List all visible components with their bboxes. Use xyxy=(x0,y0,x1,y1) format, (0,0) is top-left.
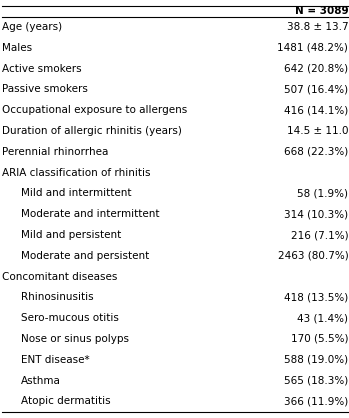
Text: 507 (16.4%): 507 (16.4%) xyxy=(284,84,348,94)
Text: Passive smokers: Passive smokers xyxy=(2,84,88,94)
Text: Males: Males xyxy=(2,43,32,53)
Text: 642 (20.8%): 642 (20.8%) xyxy=(284,64,348,74)
Text: 1481 (48.2%): 1481 (48.2%) xyxy=(277,43,348,53)
Text: Rhinosinusitis: Rhinosinusitis xyxy=(21,292,94,302)
Text: Sero-mucous otitis: Sero-mucous otitis xyxy=(21,313,119,323)
Text: 14.5 ± 11.0: 14.5 ± 11.0 xyxy=(287,126,348,136)
Text: 38.8 ± 13.7: 38.8 ± 13.7 xyxy=(287,22,348,32)
Text: 58 (1.9%): 58 (1.9%) xyxy=(297,189,348,199)
Text: Moderate and intermittent: Moderate and intermittent xyxy=(21,209,159,219)
Text: 416 (14.1%): 416 (14.1%) xyxy=(284,105,348,115)
Text: 588 (19.0%): 588 (19.0%) xyxy=(284,355,348,365)
Text: Occupational exposure to allergens: Occupational exposure to allergens xyxy=(2,105,187,115)
Text: 2463 (80.7%): 2463 (80.7%) xyxy=(277,251,348,261)
Text: 216 (7.1%): 216 (7.1%) xyxy=(291,230,348,240)
Text: 43 (1.4%): 43 (1.4%) xyxy=(297,313,348,323)
Text: N = 3089: N = 3089 xyxy=(295,7,348,16)
Text: Moderate and persistent: Moderate and persistent xyxy=(21,251,149,261)
Text: Atopic dermatitis: Atopic dermatitis xyxy=(21,396,111,406)
Text: 314 (10.3%): 314 (10.3%) xyxy=(284,209,348,219)
Text: ENT disease*: ENT disease* xyxy=(21,355,90,365)
Text: Mild and persistent: Mild and persistent xyxy=(21,230,121,240)
Text: 366 (11.9%): 366 (11.9%) xyxy=(284,396,348,406)
Text: Mild and intermittent: Mild and intermittent xyxy=(21,189,132,199)
Text: Nose or sinus polyps: Nose or sinus polyps xyxy=(21,334,129,344)
Text: Asthma: Asthma xyxy=(21,375,61,385)
Text: Age (years): Age (years) xyxy=(2,22,62,32)
Text: 565 (18.3%): 565 (18.3%) xyxy=(284,375,348,385)
Text: 668 (22.3%): 668 (22.3%) xyxy=(284,147,348,157)
Text: ARIA classification of rhinitis: ARIA classification of rhinitis xyxy=(2,168,150,178)
Text: Concomitant diseases: Concomitant diseases xyxy=(2,272,117,282)
Text: Active smokers: Active smokers xyxy=(2,64,81,74)
Text: Perennial rhinorrhea: Perennial rhinorrhea xyxy=(2,147,108,157)
Text: 170 (5.5%): 170 (5.5%) xyxy=(291,334,348,344)
Text: Duration of allergic rhinitis (years): Duration of allergic rhinitis (years) xyxy=(2,126,181,136)
Text: 418 (13.5%): 418 (13.5%) xyxy=(284,292,348,302)
